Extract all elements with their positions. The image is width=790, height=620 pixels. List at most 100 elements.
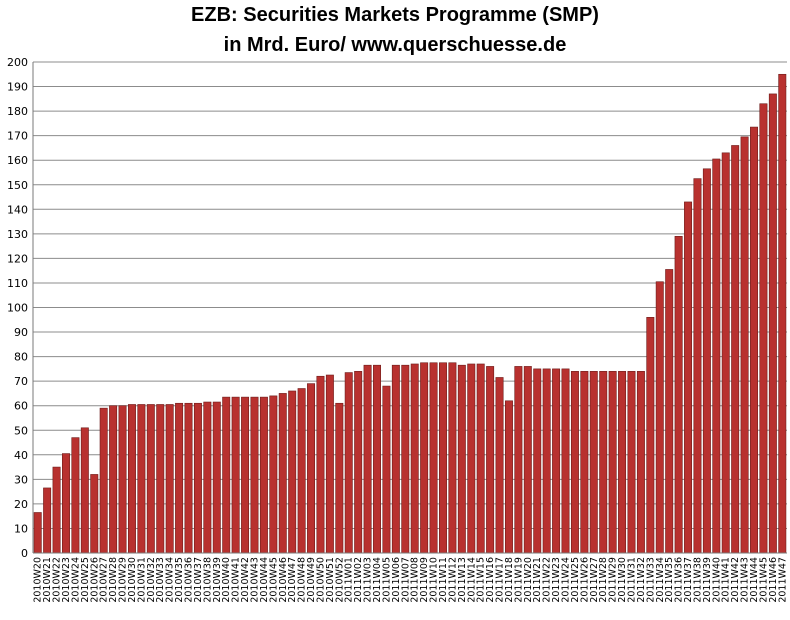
bar xyxy=(212,401,221,554)
x-tick-label: 2010W45 xyxy=(268,557,279,603)
x-tick-label: 2010W25 xyxy=(80,557,91,603)
bar xyxy=(231,396,240,554)
y-tick-label: 40 xyxy=(14,449,28,462)
bar xyxy=(222,396,231,554)
bar xyxy=(43,487,52,554)
x-tick-label: 2011W17 xyxy=(495,557,506,603)
x-tick-label: 2011W11 xyxy=(438,557,449,603)
x-tick-label: 2011W26 xyxy=(579,557,590,603)
bar xyxy=(80,427,89,554)
y-tick-label: 150 xyxy=(7,179,28,192)
x-tick-label: 2011W27 xyxy=(589,557,600,603)
bar xyxy=(570,371,579,554)
bar xyxy=(184,402,193,554)
y-tick-label: 190 xyxy=(7,81,28,94)
y-tick-label: 30 xyxy=(14,473,28,486)
bar xyxy=(99,407,108,554)
x-tick-label: 2011W29 xyxy=(608,557,619,603)
x-tick-label: 2011W10 xyxy=(429,557,440,603)
bar xyxy=(599,371,608,554)
x-tick-label: 2010W28 xyxy=(108,557,119,603)
bar xyxy=(768,93,777,554)
x-tick-label: 2010W47 xyxy=(287,557,298,603)
x-tick-label: 2010W20 xyxy=(33,557,44,603)
bar xyxy=(552,368,561,554)
bar xyxy=(401,364,410,554)
bar xyxy=(655,281,664,554)
axes xyxy=(32,62,787,554)
bar xyxy=(90,474,99,554)
bar xyxy=(175,402,184,554)
x-tick-label: 2010W41 xyxy=(231,557,242,603)
y-tick-label: 110 xyxy=(7,277,28,290)
bar xyxy=(665,269,674,554)
bar xyxy=(674,236,683,554)
bar xyxy=(420,362,429,554)
bar xyxy=(52,466,61,554)
bar xyxy=(448,362,457,554)
bar xyxy=(486,366,495,554)
bar xyxy=(702,168,711,554)
bar xyxy=(740,136,749,554)
x-tick-label: 2011W47 xyxy=(777,557,788,603)
bar xyxy=(759,103,768,554)
bar xyxy=(618,371,627,554)
x-tick-label: 2011W35 xyxy=(664,557,675,603)
bar xyxy=(410,363,419,554)
y-tick-label: 140 xyxy=(7,203,28,216)
x-tick-label: 2011W34 xyxy=(655,557,666,603)
bar xyxy=(325,374,334,554)
chart-title: EZB: Securities Markets Programme (SMP) xyxy=(191,4,599,26)
y-tick-label: 60 xyxy=(14,400,28,413)
bar xyxy=(693,178,702,554)
x-tick-label: 2010W27 xyxy=(99,557,110,603)
x-tick-label: 2011W09 xyxy=(419,557,430,603)
bar xyxy=(193,402,202,554)
y-tick-label: 180 xyxy=(7,105,28,118)
bar xyxy=(636,371,645,554)
x-tick-label: 2010W32 xyxy=(146,557,157,603)
x-tick-label: 2011W33 xyxy=(645,557,656,603)
gridlines xyxy=(33,61,787,529)
x-tick-label: 2010W46 xyxy=(278,557,289,603)
x-tick-label: 2010W42 xyxy=(240,557,251,603)
x-tick-label: 2011W20 xyxy=(523,557,534,603)
x-tick-label: 2011W18 xyxy=(504,557,515,603)
x-tick-label: 2010W38 xyxy=(202,557,213,603)
x-tick-label: 2010W52 xyxy=(334,557,345,603)
y-tick-label: 50 xyxy=(14,424,28,437)
x-tick-label: 2011W39 xyxy=(702,557,713,603)
chart-subtitle: in Mrd. Euro/ www.querschuesse.de xyxy=(223,34,567,56)
bar xyxy=(731,145,740,554)
x-tick-label: 2010W40 xyxy=(221,557,232,603)
y-tick-label: 120 xyxy=(7,252,28,265)
x-axis-ticks: 2010W202010W212010W222010W232010W242010W… xyxy=(33,557,789,603)
x-tick-label: 2010W48 xyxy=(297,557,308,603)
bar xyxy=(165,404,174,554)
x-tick-label: 2011W04 xyxy=(372,557,383,603)
bar xyxy=(241,396,250,554)
bar xyxy=(439,362,447,554)
bar xyxy=(533,368,542,554)
y-tick-label: 130 xyxy=(7,228,28,241)
bar xyxy=(589,371,598,554)
x-tick-label: 2011W19 xyxy=(513,557,524,603)
bar xyxy=(278,393,287,554)
bar xyxy=(203,401,212,554)
bar xyxy=(307,383,316,554)
x-tick-label: 2010W22 xyxy=(52,557,63,603)
x-tick-label: 2011W15 xyxy=(476,557,487,603)
bar xyxy=(504,400,513,554)
bar xyxy=(457,364,466,554)
y-tick-label: 10 xyxy=(14,522,28,535)
bar xyxy=(269,395,278,554)
x-tick-label: 2011W42 xyxy=(730,557,741,603)
bar xyxy=(721,152,730,554)
bar xyxy=(608,371,617,554)
x-tick-label: 2011W08 xyxy=(410,557,421,603)
bar xyxy=(335,402,344,554)
x-tick-label: 2010W50 xyxy=(315,557,326,603)
x-tick-label: 2011W25 xyxy=(570,557,581,603)
bar xyxy=(363,364,372,554)
y-tick-label: 160 xyxy=(7,154,28,167)
